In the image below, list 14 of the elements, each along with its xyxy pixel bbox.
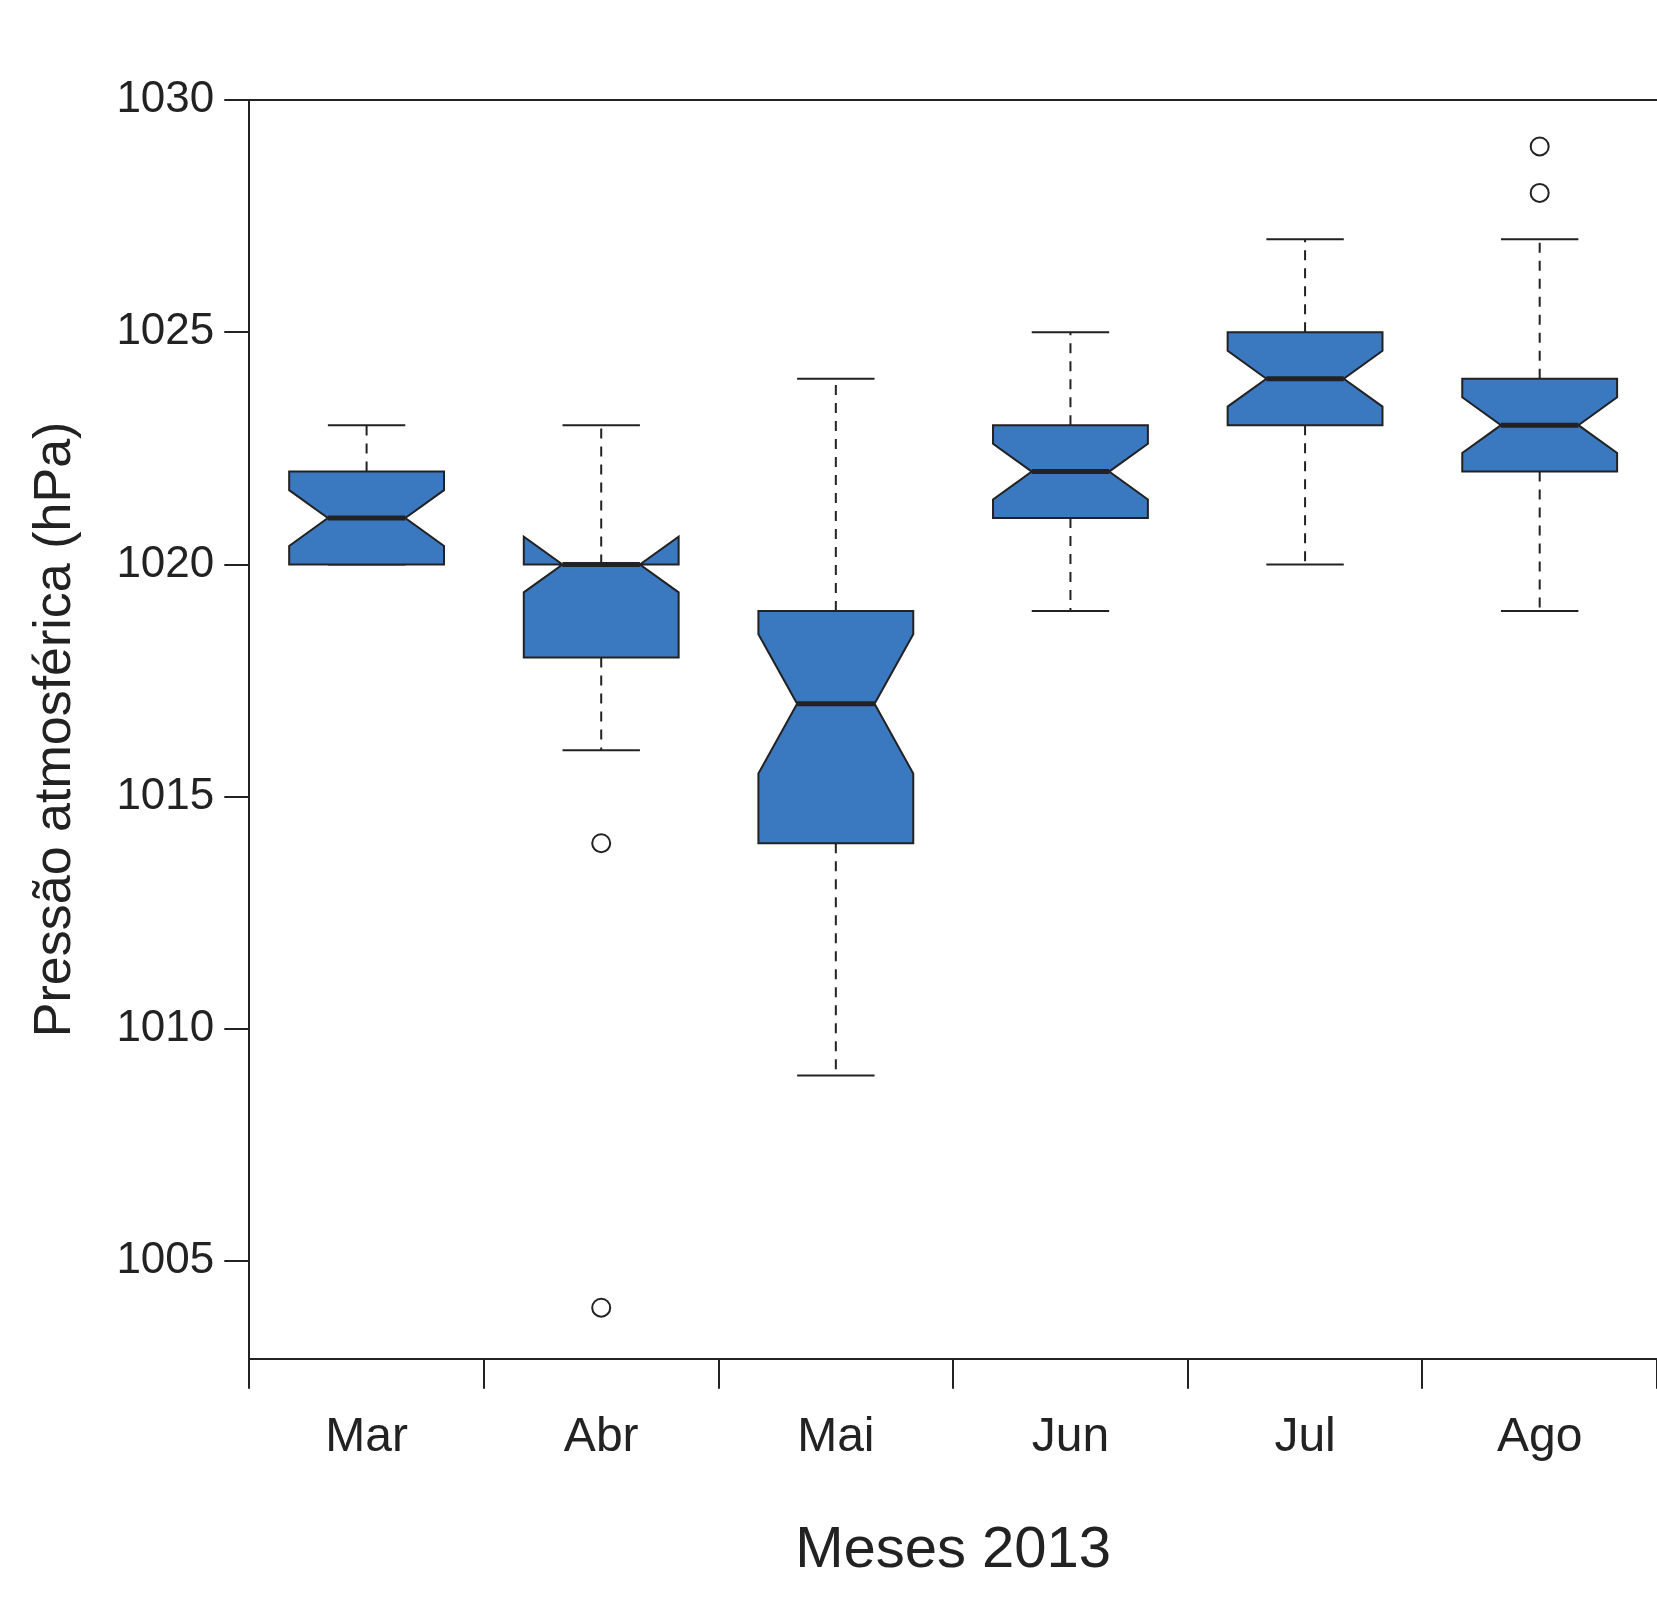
y-tick-label: 1005: [116, 1233, 215, 1283]
x-tick-label: Abr: [563, 1407, 639, 1461]
y-axis-title: Pressão atmosférica (hPa): [22, 421, 81, 1038]
x-tick-label: Jul: [1274, 1407, 1336, 1461]
x-tick-label: Jun: [1031, 1407, 1110, 1461]
x-tick-label: Mar: [325, 1407, 408, 1461]
y-tick-label: 1020: [116, 536, 215, 586]
x-tick-label: Ago: [1496, 1407, 1583, 1461]
x-axis-title: Meses 2013: [795, 1514, 1112, 1580]
x-tick-label: Mai: [797, 1407, 875, 1461]
y-tick-label: 1010: [116, 1001, 215, 1051]
y-tick-label: 1015: [116, 768, 215, 818]
y-tick-label: 1030: [116, 72, 215, 122]
y-tick-label: 1025: [116, 304, 215, 354]
